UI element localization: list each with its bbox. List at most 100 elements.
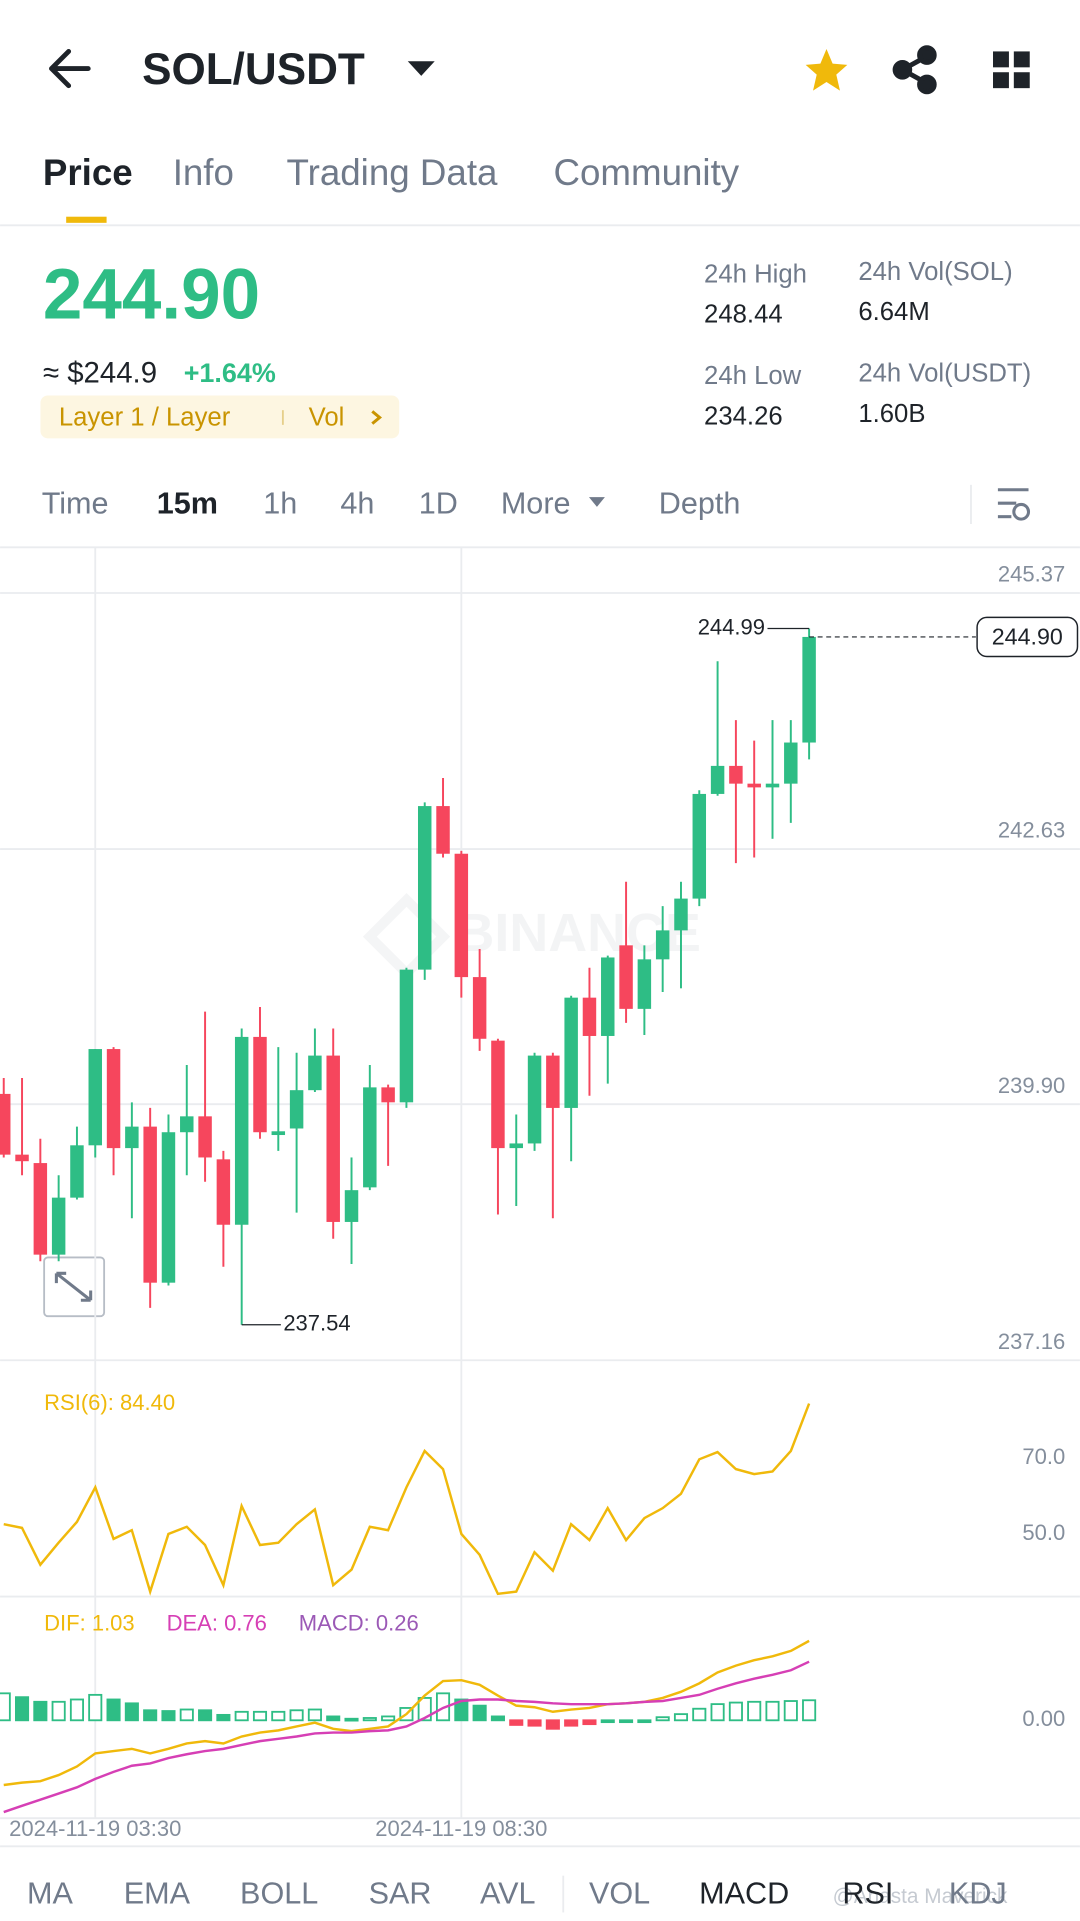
candle-body	[33, 1163, 48, 1255]
interval[interactable]: 1D	[419, 487, 458, 521]
expand-icon	[54, 1271, 93, 1302]
macd-bar	[51, 1700, 66, 1722]
back-arrow	[49, 48, 91, 89]
legend-entry: MACD: 0.26	[299, 1611, 419, 1636]
grid-menu[interactable]	[993, 51, 1030, 89]
candle-body	[88, 1049, 102, 1146]
expand-button[interactable]	[43, 1256, 106, 1318]
macd-bar	[216, 1713, 231, 1722]
candle-body	[436, 806, 450, 854]
candle-body	[509, 1143, 523, 1149]
indicator[interactable]: SAR	[369, 1876, 432, 1910]
stat-value: 1.60B	[858, 400, 925, 428]
favorite-star[interactable]	[805, 48, 848, 91]
macd-bar	[710, 1703, 725, 1722]
tag-text: Layer 1 / Layer	[59, 404, 231, 432]
indicator[interactable]: EMA	[124, 1876, 191, 1910]
watermark-logo	[362, 892, 451, 981]
tag-vol: Vol	[309, 404, 345, 432]
tag-chip[interactable]	[40, 395, 400, 439]
grid-cell	[993, 72, 1009, 89]
share-dot	[892, 59, 913, 80]
tab[interactable]: Price	[43, 152, 133, 193]
indicator[interactable]: AVL	[480, 1876, 536, 1910]
price-change: +1.64%	[184, 358, 276, 388]
tag-chevron	[371, 410, 383, 425]
macd-bar	[0, 1692, 11, 1722]
settings-gear	[1012, 502, 1031, 521]
indicator[interactable]: MACD	[699, 1876, 789, 1910]
stat-label: 24h Vol(SOL)	[858, 258, 1012, 286]
indicator[interactable]: MA	[27, 1876, 73, 1910]
y-tick-label: 0.00	[1022, 1706, 1065, 1731]
candle-body	[308, 1055, 322, 1091]
macd-bar	[179, 1708, 194, 1722]
stat-value: 248.44	[704, 301, 783, 329]
candle-body	[15, 1154, 29, 1162]
macd-bar	[619, 1719, 634, 1724]
candle-body	[253, 1036, 267, 1133]
y-tick-label: 50.0	[1022, 1520, 1065, 1545]
candle-body	[417, 806, 432, 970]
candle-body	[601, 957, 615, 1036]
tab[interactable]: Trading Data	[287, 152, 498, 193]
interval[interactable]: 15m	[157, 487, 218, 521]
macd-bar	[33, 1700, 48, 1722]
candle-body	[70, 1145, 84, 1198]
more-dropdown[interactable]	[588, 497, 605, 507]
indicator[interactable]: KDJ	[949, 1876, 1007, 1910]
macd-bar	[124, 1702, 139, 1722]
macd-bar	[234, 1710, 249, 1722]
interval[interactable]: Time	[42, 487, 109, 521]
tab[interactable]: Community	[553, 152, 739, 193]
candle-body	[106, 1049, 121, 1149]
low-label: 237.54	[283, 1311, 350, 1336]
back-button[interactable]	[49, 48, 91, 89]
macd-bar	[509, 1719, 524, 1726]
share-button[interactable]	[892, 45, 937, 95]
candle-body	[564, 997, 578, 1108]
macd-bar	[454, 1698, 469, 1722]
interval[interactable]: 1h	[263, 487, 297, 521]
candle-body	[180, 1116, 194, 1133]
candle-body	[0, 1093, 11, 1155]
candle-body	[216, 1159, 231, 1225]
indicator-title: RSI(6): 84.40	[44, 1390, 175, 1415]
indicator[interactable]: VOL	[589, 1876, 650, 1910]
macd-bar	[673, 1713, 689, 1722]
stat-label: 24h Vol(USDT)	[858, 359, 1031, 387]
macd-line	[3, 1660, 810, 1814]
legend-entry: DEA: 0.76	[167, 1611, 267, 1636]
y-tick-label: 70.0	[1022, 1444, 1065, 1469]
indicator[interactable]: BOLL	[240, 1876, 318, 1910]
macd-bar	[252, 1710, 268, 1722]
interval[interactable]: Depth	[659, 487, 741, 521]
share-dot	[917, 45, 937, 65]
macd-bar	[747, 1700, 762, 1722]
candle-body	[582, 997, 597, 1036]
macd-bar	[143, 1709, 158, 1722]
y-tick-label: 242.63	[998, 818, 1065, 843]
candle-body	[271, 1131, 286, 1136]
pair-dropdown[interactable]	[407, 61, 435, 76]
macd-bar	[88, 1693, 103, 1722]
candle-body	[344, 1190, 359, 1222]
watermark: @Anasta Maverick	[833, 1885, 1008, 1908]
interval[interactable]: 4h	[340, 487, 374, 521]
macd-bar	[417, 1697, 432, 1722]
candle-body	[619, 945, 633, 1009]
tab[interactable]: Info	[173, 152, 234, 193]
candle-body	[289, 1090, 304, 1129]
interval[interactable]: More	[501, 487, 571, 521]
macd-bar	[490, 1715, 505, 1722]
macd-bar	[655, 1716, 670, 1722]
pair-title[interactable]: SOL/USDT	[142, 45, 365, 94]
stat-label: 24h Low	[704, 362, 802, 390]
candle-body	[491, 1040, 505, 1149]
candle-body	[710, 765, 725, 794]
candle-body	[692, 793, 707, 899]
chart-settings[interactable]	[997, 488, 1031, 521]
indicator[interactable]: RSI	[842, 1876, 893, 1910]
macd-bar	[545, 1719, 560, 1730]
macd-bar	[326, 1715, 341, 1722]
